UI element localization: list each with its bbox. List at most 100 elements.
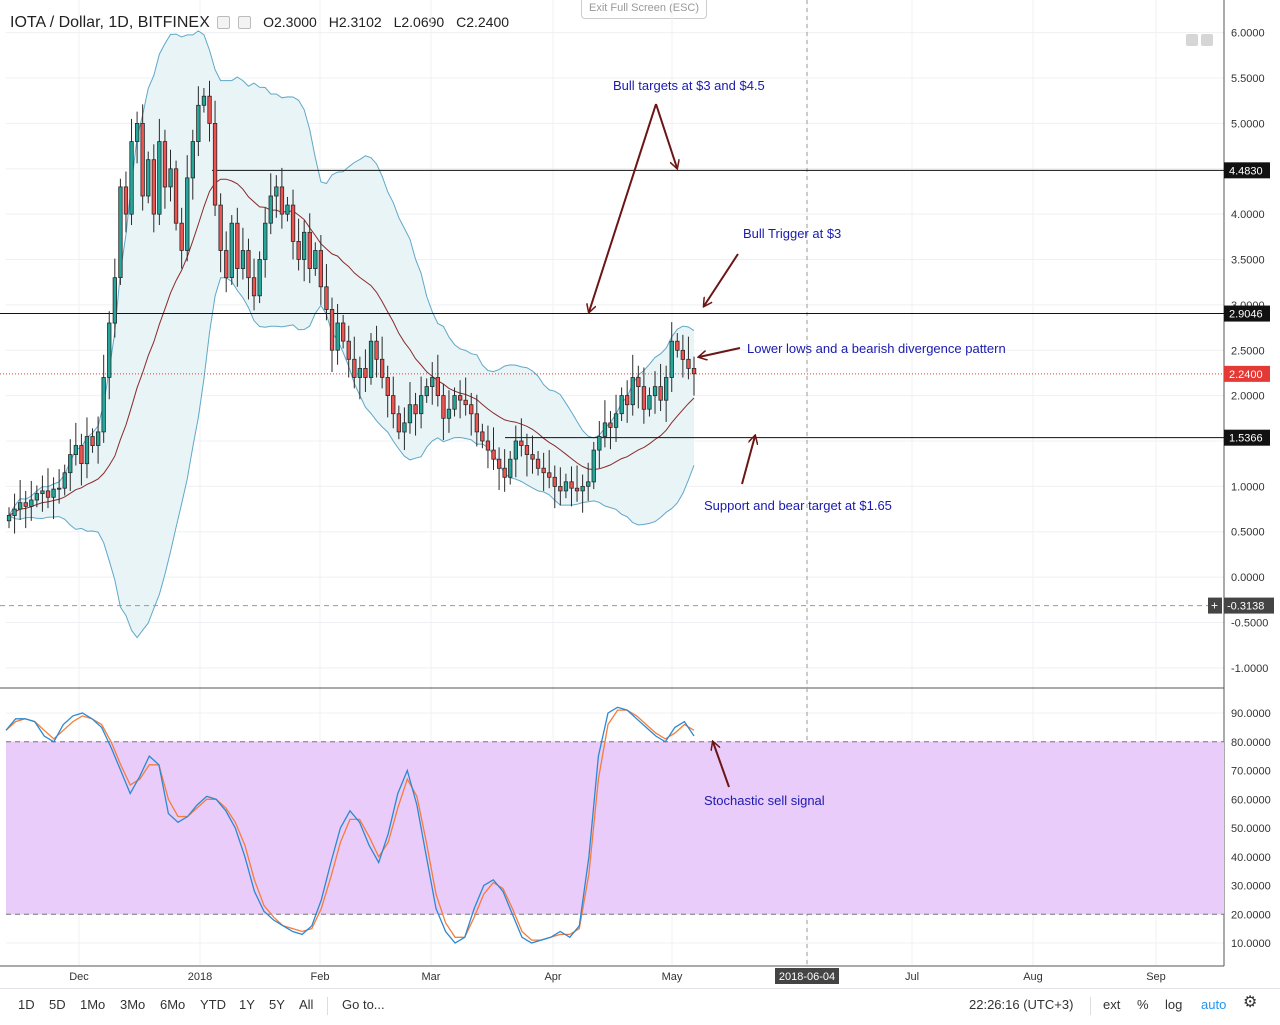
candle	[207, 95, 212, 124]
goto-button[interactable]: Go to...	[342, 997, 385, 1012]
candle	[547, 472, 552, 478]
candle	[240, 250, 246, 270]
candle	[480, 431, 485, 442]
range-button-6mo[interactable]: 6Mo	[160, 997, 186, 1012]
candle	[68, 454, 73, 474]
stochastic-axis-label: 90.0000	[1231, 708, 1271, 720]
candle	[680, 349, 685, 360]
candle	[301, 231, 307, 260]
low-value: 2.0690	[401, 14, 445, 30]
candle	[485, 440, 491, 451]
range-button-1mo[interactable]: 1Mo	[80, 997, 106, 1012]
settings-series-icon[interactable]	[237, 16, 251, 30]
candle	[446, 408, 452, 419]
range-button-3mo[interactable]: 3Mo	[120, 997, 146, 1012]
candle	[79, 445, 84, 465]
candle	[29, 499, 34, 507]
candle	[675, 340, 680, 351]
candle	[346, 340, 351, 360]
price-axis-label: 2.5000	[1231, 345, 1265, 357]
candle	[179, 222, 184, 251]
stochastic-axis-label: 80.0000	[1231, 737, 1271, 749]
ext-toggle[interactable]: ext	[1103, 997, 1121, 1012]
range-button-1d[interactable]: 1D	[18, 997, 35, 1012]
candle	[363, 367, 368, 378]
candle	[151, 159, 157, 215]
candle	[324, 286, 329, 310]
candle	[602, 422, 608, 437]
range-button-all[interactable]: All	[299, 997, 314, 1012]
candle	[357, 367, 363, 378]
candle	[664, 377, 669, 401]
candle	[552, 476, 557, 487]
candle	[597, 436, 602, 451]
level-badge: 4.4830	[1229, 165, 1263, 177]
candle	[558, 485, 563, 492]
gear-icon[interactable]: ⚙	[1243, 994, 1258, 1011]
price-axis-label: 6.0000	[1231, 28, 1265, 40]
level-badge-bg	[1224, 429, 1270, 446]
candle	[229, 222, 234, 278]
price-axis-label: 2.0000	[1231, 391, 1265, 403]
candle	[140, 123, 145, 197]
candle	[224, 250, 229, 279]
time-axis-label: Aug	[1023, 971, 1043, 983]
candle	[641, 386, 647, 410]
candle	[352, 358, 357, 378]
candle	[51, 488, 56, 498]
percent-toggle[interactable]: %	[1137, 997, 1149, 1012]
stochastic-band-fill	[6, 741, 1224, 915]
candle	[251, 277, 257, 297]
candle	[57, 487, 62, 490]
time-axis-label: Dec	[69, 971, 89, 983]
pane-controls[interactable]	[1186, 33, 1216, 51]
candle	[424, 386, 429, 397]
candle	[396, 413, 402, 433]
candle	[90, 436, 95, 447]
candle	[569, 481, 574, 489]
range-button-1y[interactable]: 1Y	[239, 997, 255, 1012]
candle	[73, 445, 78, 456]
clock-readout[interactable]: 22:26:16 (UTC+3)	[969, 997, 1074, 1012]
candle	[173, 168, 179, 224]
candle	[613, 413, 619, 428]
candle	[107, 322, 112, 378]
hide-series-icon[interactable]	[217, 16, 231, 30]
time-axis-label: 2018	[188, 971, 212, 983]
range-button-5d[interactable]: 5D	[49, 997, 66, 1012]
candle	[168, 168, 173, 188]
annotation-label: Support and bear target at $1.65	[704, 498, 892, 513]
symbol-title: IOTA / Dollar, 1D, BITFINEX	[10, 14, 210, 31]
candle	[112, 277, 117, 324]
candle	[185, 177, 190, 251]
level-badge-bg	[1224, 162, 1270, 179]
toolbar-divider	[1090, 997, 1091, 1015]
auto-scale-toggle[interactable]: auto	[1201, 997, 1227, 1012]
candle	[313, 250, 318, 270]
candle	[530, 454, 535, 460]
candle	[563, 481, 569, 492]
candle	[201, 95, 207, 106]
annotation-label: Stochastic sell signal	[704, 793, 825, 808]
crosshair-date-badge: 2018-06-04	[779, 971, 835, 983]
bollinger-basis-line	[8, 178, 695, 516]
annotation-label: Lower lows and a bearish divergence patt…	[747, 341, 1006, 356]
candle	[12, 508, 17, 516]
range-button-ytd[interactable]: YTD	[200, 997, 226, 1012]
candle	[457, 395, 463, 401]
range-button-5y[interactable]: 5Y	[269, 997, 285, 1012]
log-toggle[interactable]: log	[1165, 997, 1183, 1012]
maximize-pane-icon[interactable]	[1186, 34, 1198, 46]
candle	[212, 123, 218, 206]
candle	[257, 259, 262, 297]
close-value: 2.2400	[466, 14, 510, 30]
candle	[17, 502, 23, 510]
stochastic-axis-label: 40.0000	[1231, 852, 1271, 864]
collapse-pane-icon[interactable]	[1201, 34, 1213, 46]
stochastic-d-line	[5, 709, 695, 941]
candle	[268, 195, 273, 224]
annotation-label: Bull targets at $3 and $4.5	[613, 78, 765, 93]
annotation-arrow	[589, 103, 657, 312]
toolbar-divider	[327, 997, 328, 1015]
price-chart[interactable]: 6.00005.50005.00004.50004.00003.50003.00…	[0, 0, 1280, 988]
